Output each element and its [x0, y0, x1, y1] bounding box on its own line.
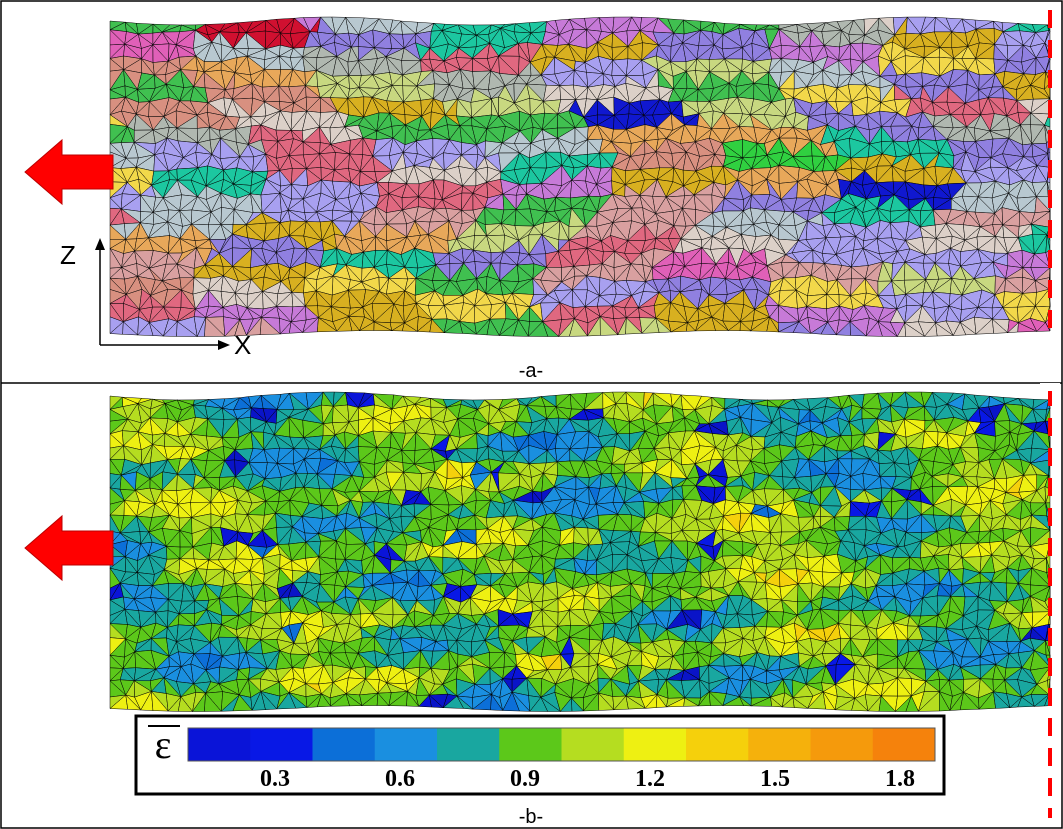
mesh-a [109, 16, 1051, 338]
mesh-b [109, 391, 1051, 713]
